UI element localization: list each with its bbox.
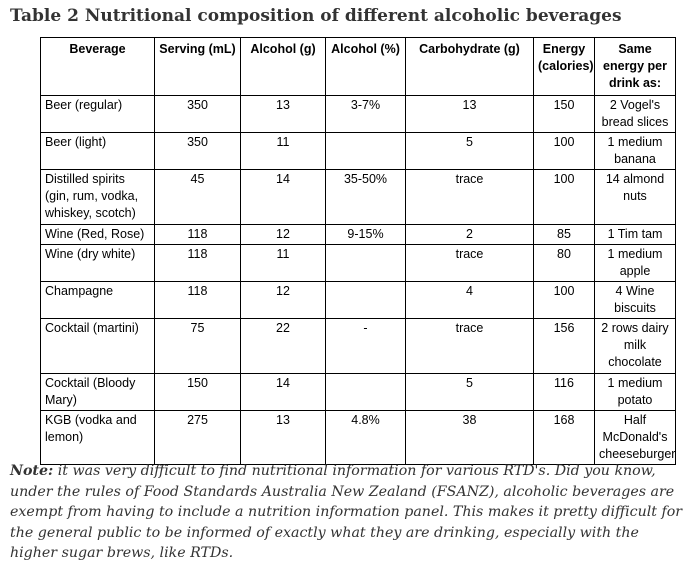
cell-serving: 118 (154, 224, 241, 245)
cell-alcohol-g: 11 (240, 132, 326, 170)
header-carbohydrate: Carbohydrate (g) (405, 37, 534, 96)
table-row: Champagne 118 12 4 100 4 Wine biscuits (40, 281, 676, 319)
cell-energy: 100 (533, 169, 595, 225)
cell-beverage: Distilled spirits (gin, rum, vodka, whis… (40, 169, 155, 225)
cell-energy: 100 (533, 132, 595, 170)
cell-energy: 85 (533, 224, 595, 245)
cell-beverage: Beer (regular) (40, 95, 155, 133)
cell-serving: 118 (154, 281, 241, 319)
cell-energy: 156 (533, 318, 595, 374)
cell-carbohydrate: 2 (405, 224, 534, 245)
table-row: Wine (dry white) 118 11 trace 80 1 mediu… (40, 244, 676, 282)
cell-serving: 350 (154, 132, 241, 170)
header-same-energy: Same energy per drink as: (594, 37, 676, 96)
cell-beverage: Cocktail (Bloody Mary) (40, 373, 155, 411)
cell-energy: 100 (533, 281, 595, 319)
cell-same-energy: Half McDonald's cheeseburger (594, 410, 676, 465)
cell-beverage: Wine (dry white) (40, 244, 155, 282)
table-row: Beer (regular) 350 13 3-7% 13 150 2 Voge… (40, 95, 676, 133)
header-alcohol-g: Alcohol (g) (240, 37, 326, 96)
cell-carbohydrate: 4 (405, 281, 534, 319)
cell-same-energy: 1 medium apple (594, 244, 676, 282)
table-row: Distilled spirits (gin, rum, vodka, whis… (40, 169, 676, 225)
cell-same-energy: 1 medium banana (594, 132, 676, 170)
header-energy: Energy (calories) (533, 37, 595, 96)
header-alcohol-pct: Alcohol (%) (325, 37, 406, 96)
cell-carbohydrate: 5 (405, 373, 534, 411)
note-label: Note: (10, 463, 54, 479)
table-row: Wine (Red, Rose) 118 12 9-15% 2 85 1 Tim… (40, 224, 676, 245)
table-row: Beer (light) 350 11 5 100 1 medium banan… (40, 132, 676, 170)
cell-alcohol-pct (325, 373, 406, 411)
cell-energy: 116 (533, 373, 595, 411)
cell-alcohol-pct (325, 244, 406, 282)
cell-alcohol-pct: 4.8% (325, 410, 406, 465)
cell-carbohydrate: 13 (405, 95, 534, 133)
cell-alcohol-g: 14 (240, 373, 326, 411)
cell-same-energy: 2 Vogel's bread slices (594, 95, 676, 133)
cell-alcohol-pct: - (325, 318, 406, 374)
cell-beverage: Wine (Red, Rose) (40, 224, 155, 245)
cell-alcohol-g: 11 (240, 244, 326, 282)
header-beverage: Beverage (40, 37, 155, 96)
cell-same-energy: 2 rows dairy milk chocolate (594, 318, 676, 374)
cell-serving: 45 (154, 169, 241, 225)
cell-serving: 350 (154, 95, 241, 133)
cell-carbohydrate: 5 (405, 132, 534, 170)
cell-same-energy: 1 medium potato (594, 373, 676, 411)
table-row: KGB (vodka and lemon) 275 13 4.8% 38 168… (40, 410, 676, 465)
note-text: it was very difficult to find nutritiona… (10, 463, 683, 561)
cell-alcohol-g: 14 (240, 169, 326, 225)
cell-beverage: KGB (vodka and lemon) (40, 410, 155, 465)
cell-serving: 118 (154, 244, 241, 282)
cell-carbohydrate: trace (405, 244, 534, 282)
cell-energy: 168 (533, 410, 595, 465)
cell-energy: 150 (533, 95, 595, 133)
header-serving: Serving (mL) (154, 37, 241, 96)
cell-beverage: Champagne (40, 281, 155, 319)
cell-carbohydrate: 38 (405, 410, 534, 465)
cell-alcohol-pct: 9-15% (325, 224, 406, 245)
cell-alcohol-pct: 35-50% (325, 169, 406, 225)
cell-carbohydrate: trace (405, 169, 534, 225)
footnote: Note: it was very difficult to find nutr… (10, 461, 690, 564)
cell-beverage: Beer (light) (40, 132, 155, 170)
table-row: Cocktail (Bloody Mary) 150 14 5 116 1 me… (40, 373, 676, 411)
table-row: Cocktail (martini) 75 22 - trace 156 2 r… (40, 318, 676, 374)
cell-same-energy: 14 almond nuts (594, 169, 676, 225)
cell-alcohol-g: 12 (240, 224, 326, 245)
cell-alcohol-pct (325, 132, 406, 170)
cell-serving: 150 (154, 373, 241, 411)
nutrition-table: Beverage Serving (mL) Alcohol (g) Alcoho… (40, 37, 676, 465)
cell-energy: 80 (533, 244, 595, 282)
cell-alcohol-g: 13 (240, 95, 326, 133)
cell-alcohol-g: 13 (240, 410, 326, 465)
cell-serving: 275 (154, 410, 241, 465)
cell-alcohol-pct (325, 281, 406, 319)
cell-carbohydrate: trace (405, 318, 534, 374)
cell-beverage: Cocktail (martini) (40, 318, 155, 374)
cell-alcohol-g: 12 (240, 281, 326, 319)
cell-alcohol-g: 22 (240, 318, 326, 374)
header-row: Beverage Serving (mL) Alcohol (g) Alcoho… (40, 37, 676, 96)
cell-same-energy: 1 Tim tam (594, 224, 676, 245)
cell-same-energy: 4 Wine biscuits (594, 281, 676, 319)
cell-alcohol-pct: 3-7% (325, 95, 406, 133)
table-title: Table 2 Nutritional composition of diffe… (10, 6, 622, 26)
cell-serving: 75 (154, 318, 241, 374)
